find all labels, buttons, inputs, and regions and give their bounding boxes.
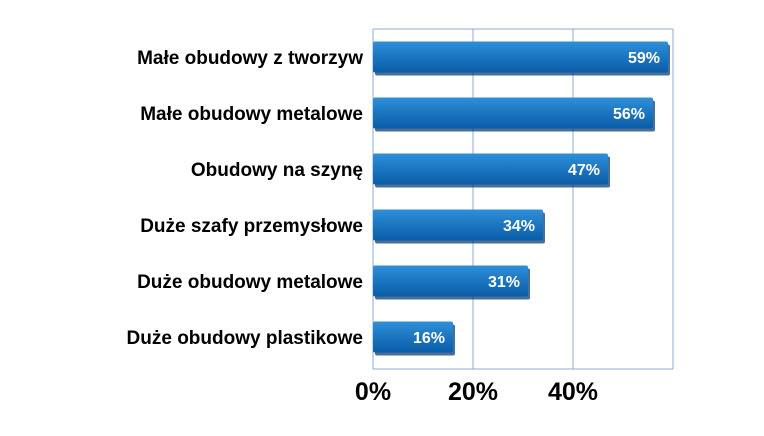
data-label: 31% [488, 274, 520, 291]
category-label: Małe obudowy metalowe [140, 104, 363, 125]
category-label: Duże obudowy plastikowe [127, 328, 363, 349]
x-tick-labels: 0% 20% 40% [355, 378, 598, 406]
bar [373, 209, 543, 241]
plot-frame [372, 28, 674, 370]
category-label: Małe obudowy z tworzyw [137, 48, 363, 69]
category-label: Obudowy na szynę [191, 160, 363, 181]
value-labels: 59% 56% 47% 34% 31% 16% [413, 50, 660, 347]
data-label: 56% [613, 106, 645, 123]
x-tick-label: 20% [448, 378, 498, 406]
bar [373, 321, 453, 353]
bar [373, 97, 653, 129]
category-label: Duże obudowy metalowe [137, 272, 363, 293]
gridlines [472, 29, 574, 369]
x-tick-label: 40% [548, 378, 598, 406]
category-labels: Małe obudowy z tworzyw Małe obudowy metal… [127, 48, 364, 349]
bar [373, 41, 668, 73]
category-label: Duże szafy przemysłowe [140, 216, 363, 237]
x-tick-label: 0% [355, 378, 391, 406]
bar [373, 265, 528, 297]
bars [373, 41, 670, 356]
data-label: 16% [413, 330, 445, 347]
data-label: 59% [628, 50, 660, 67]
bar [373, 153, 608, 185]
data-label: 34% [503, 218, 535, 235]
data-label: 47% [568, 162, 600, 179]
